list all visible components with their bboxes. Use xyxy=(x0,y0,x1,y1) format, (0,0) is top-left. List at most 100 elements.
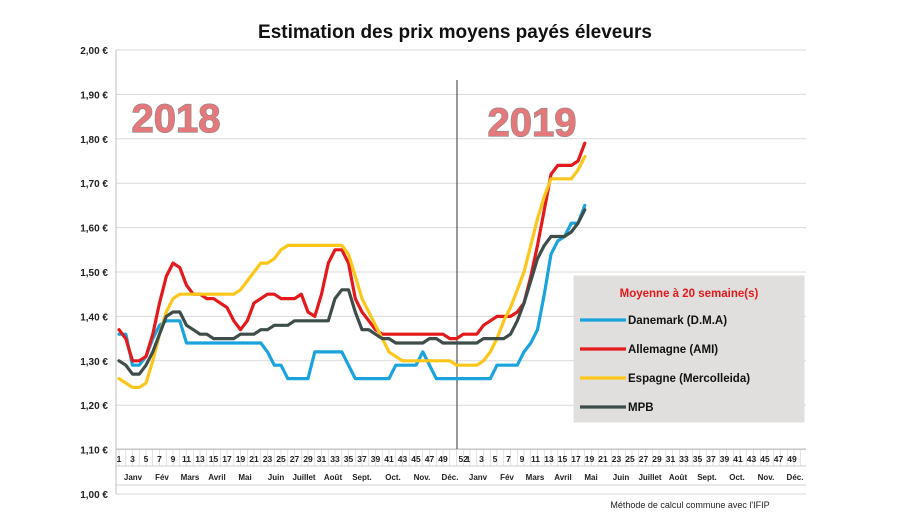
month-label: Déc. xyxy=(442,473,459,482)
week-tick-label: 43 xyxy=(747,454,757,464)
month-label: Nov. xyxy=(414,473,431,482)
week-tick-label: 37 xyxy=(357,454,367,464)
legend-label: MPB xyxy=(628,402,654,414)
month-label: Juillet xyxy=(638,473,661,482)
week-tick-label: 15 xyxy=(209,454,219,464)
series-line xyxy=(117,208,587,376)
month-label: Janv xyxy=(124,473,143,482)
series-line xyxy=(117,155,587,389)
y-tick-label: 2,00 € xyxy=(80,46,108,57)
week-tick-label: 21 xyxy=(249,454,259,464)
week-tick-label: 43 xyxy=(398,454,408,464)
year-labels: 2018 2019 xyxy=(131,96,577,145)
month-label: Oct. xyxy=(729,473,745,482)
month-label: Mai xyxy=(584,473,597,482)
legend-label: Espagne (Mercolleida) xyxy=(628,373,750,385)
week-tick-label: 11 xyxy=(182,454,191,464)
week-tick-label: 27 xyxy=(639,454,649,464)
month-label: Août xyxy=(669,473,688,482)
y-tick-label: 1,70 € xyxy=(80,179,108,190)
week-tick-label: 3 xyxy=(130,454,135,464)
week-tick-label: 17 xyxy=(571,454,581,464)
week-tick-label: 19 xyxy=(585,454,595,464)
y-tick-label: 1,40 € xyxy=(80,312,108,323)
week-tick-label: 41 xyxy=(733,454,743,464)
year-label: 2019 xyxy=(488,101,577,145)
month-label: Mars xyxy=(526,473,545,482)
week-tick-label: 31 xyxy=(666,454,676,464)
y-tick-label: 1,20 € xyxy=(80,401,108,412)
legend-title: Moyenne à 20 semaine(s) xyxy=(620,288,759,300)
week-tick-label: 23 xyxy=(612,454,622,464)
week-tick-label: 15 xyxy=(558,454,568,464)
week-tick-label: 1 xyxy=(117,454,122,464)
month-label: Sept. xyxy=(352,473,372,482)
month-label: Mars xyxy=(181,473,200,482)
week-tick-label: 5 xyxy=(493,454,498,464)
month-label: Fév xyxy=(155,473,169,482)
series-line xyxy=(117,203,587,381)
month-label: Avril xyxy=(208,473,226,482)
year-label: 2018 xyxy=(132,97,221,141)
month-label: Oct. xyxy=(385,473,401,482)
y-tick-label: 1,00 € xyxy=(80,490,108,501)
x-axis: 1 3 5 7 9 11 13 15 17 19 21 23 25 27 29 31 33 35 37 39 41 43 4… xyxy=(117,454,804,482)
y-tick-label: 1,10 € xyxy=(80,446,108,457)
legend-label: Allemagne (AMI) xyxy=(628,344,718,356)
week-tick-label: 7 xyxy=(506,454,511,464)
week-tick-label: 33 xyxy=(679,454,689,464)
footnote: Méthode de calcul commune avec l'IFIP xyxy=(610,500,769,510)
legend-label: Danemark (D.M.A) xyxy=(628,315,727,327)
y-tick-label: 1,30 € xyxy=(80,357,108,368)
month-label: Juin xyxy=(268,473,285,482)
y-axis: 2,00 € 1,90 € 1,80 € 1,70 € 1,60 € 1,50 € 1,40… xyxy=(80,46,108,501)
week-tick-label: 3 xyxy=(479,454,484,464)
y-tick-label: 1,80 € xyxy=(80,135,108,146)
week-tick-label: 11 xyxy=(531,454,540,464)
week-tick-label: 19 xyxy=(236,454,246,464)
week-tick-label: 47 xyxy=(425,454,435,464)
month-label: Mai xyxy=(238,473,251,482)
month-label: Nov. xyxy=(758,473,775,482)
y-tick-label: 1,60 € xyxy=(80,224,108,235)
month-label: Déc. xyxy=(787,473,804,482)
week-tick-label: 29 xyxy=(303,454,313,464)
month-label: Juin xyxy=(613,473,630,482)
week-tick-label: 29 xyxy=(652,454,662,464)
week-tick-label: 31 xyxy=(317,454,327,464)
week-tick-label: 7 xyxy=(157,454,162,464)
week-tick-label: 45 xyxy=(411,454,421,464)
week-tick-label: 49 xyxy=(438,454,448,464)
week-tick-label: 5 xyxy=(144,454,149,464)
week-tick-label: 21 xyxy=(598,454,608,464)
series-lines xyxy=(117,141,587,389)
week-tick-label: 45 xyxy=(760,454,770,464)
legend: Moyenne à 20 semaine(s) Danemark (D.M.A) A… xyxy=(573,275,805,423)
week-tick-label: 13 xyxy=(195,454,205,464)
week-tick-label: 1 xyxy=(466,454,471,464)
week-tick-label: 23 xyxy=(263,454,273,464)
week-tick-label: 52 xyxy=(459,454,469,464)
month-label: Juillet xyxy=(292,473,315,482)
month-label: Avril xyxy=(554,473,572,482)
week-tick-label: 47 xyxy=(774,454,784,464)
month-label: Fév xyxy=(500,473,514,482)
chart-title: Estimation des prix moyens payés éleveur… xyxy=(258,22,652,43)
week-tick-label: 37 xyxy=(706,454,716,464)
grid xyxy=(115,49,806,495)
week-tick-label: 41 xyxy=(384,454,394,464)
week-tick-label: 25 xyxy=(625,454,635,464)
y-tick-label: 1,90 € xyxy=(80,90,108,101)
week-tick-label: 49 xyxy=(787,454,797,464)
month-label: Août xyxy=(324,473,343,482)
week-tick-label: 35 xyxy=(693,454,703,464)
week-tick-label: 9 xyxy=(171,454,176,464)
week-tick-label: 17 xyxy=(222,454,232,464)
week-tick-label: 39 xyxy=(720,454,730,464)
week-tick-label: 25 xyxy=(276,454,286,464)
month-label: Janv xyxy=(469,473,488,482)
week-tick-label: 35 xyxy=(344,454,354,464)
week-tick-label: 9 xyxy=(520,454,525,464)
week-tick-label: 33 xyxy=(330,454,340,464)
